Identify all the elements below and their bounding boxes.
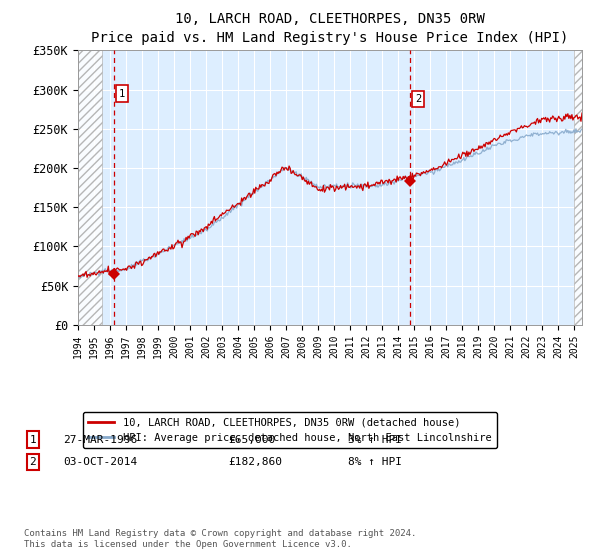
Text: 2: 2 — [29, 457, 37, 467]
Text: £65,000: £65,000 — [228, 435, 275, 445]
Title: 10, LARCH ROAD, CLEETHORPES, DN35 0RW
Price paid vs. HM Land Registry's House Pr: 10, LARCH ROAD, CLEETHORPES, DN35 0RW Pr… — [91, 12, 569, 45]
Text: 8% ↑ HPI: 8% ↑ HPI — [348, 457, 402, 467]
Text: £182,860: £182,860 — [228, 457, 282, 467]
Text: 3% ↑ HPI: 3% ↑ HPI — [348, 435, 402, 445]
Text: 27-MAR-1996: 27-MAR-1996 — [63, 435, 137, 445]
Text: 1: 1 — [29, 435, 37, 445]
Text: 1: 1 — [119, 88, 125, 99]
Text: Contains HM Land Registry data © Crown copyright and database right 2024.
This d: Contains HM Land Registry data © Crown c… — [24, 529, 416, 549]
Text: 2: 2 — [415, 94, 421, 104]
Text: 03-OCT-2014: 03-OCT-2014 — [63, 457, 137, 467]
Legend: 10, LARCH ROAD, CLEETHORPES, DN35 0RW (detached house), HPI: Average price, deta: 10, LARCH ROAD, CLEETHORPES, DN35 0RW (d… — [83, 412, 497, 448]
